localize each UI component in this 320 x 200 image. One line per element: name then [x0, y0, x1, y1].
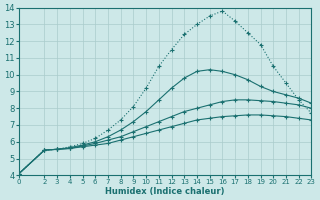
X-axis label: Humidex (Indice chaleur): Humidex (Indice chaleur) — [105, 187, 225, 196]
